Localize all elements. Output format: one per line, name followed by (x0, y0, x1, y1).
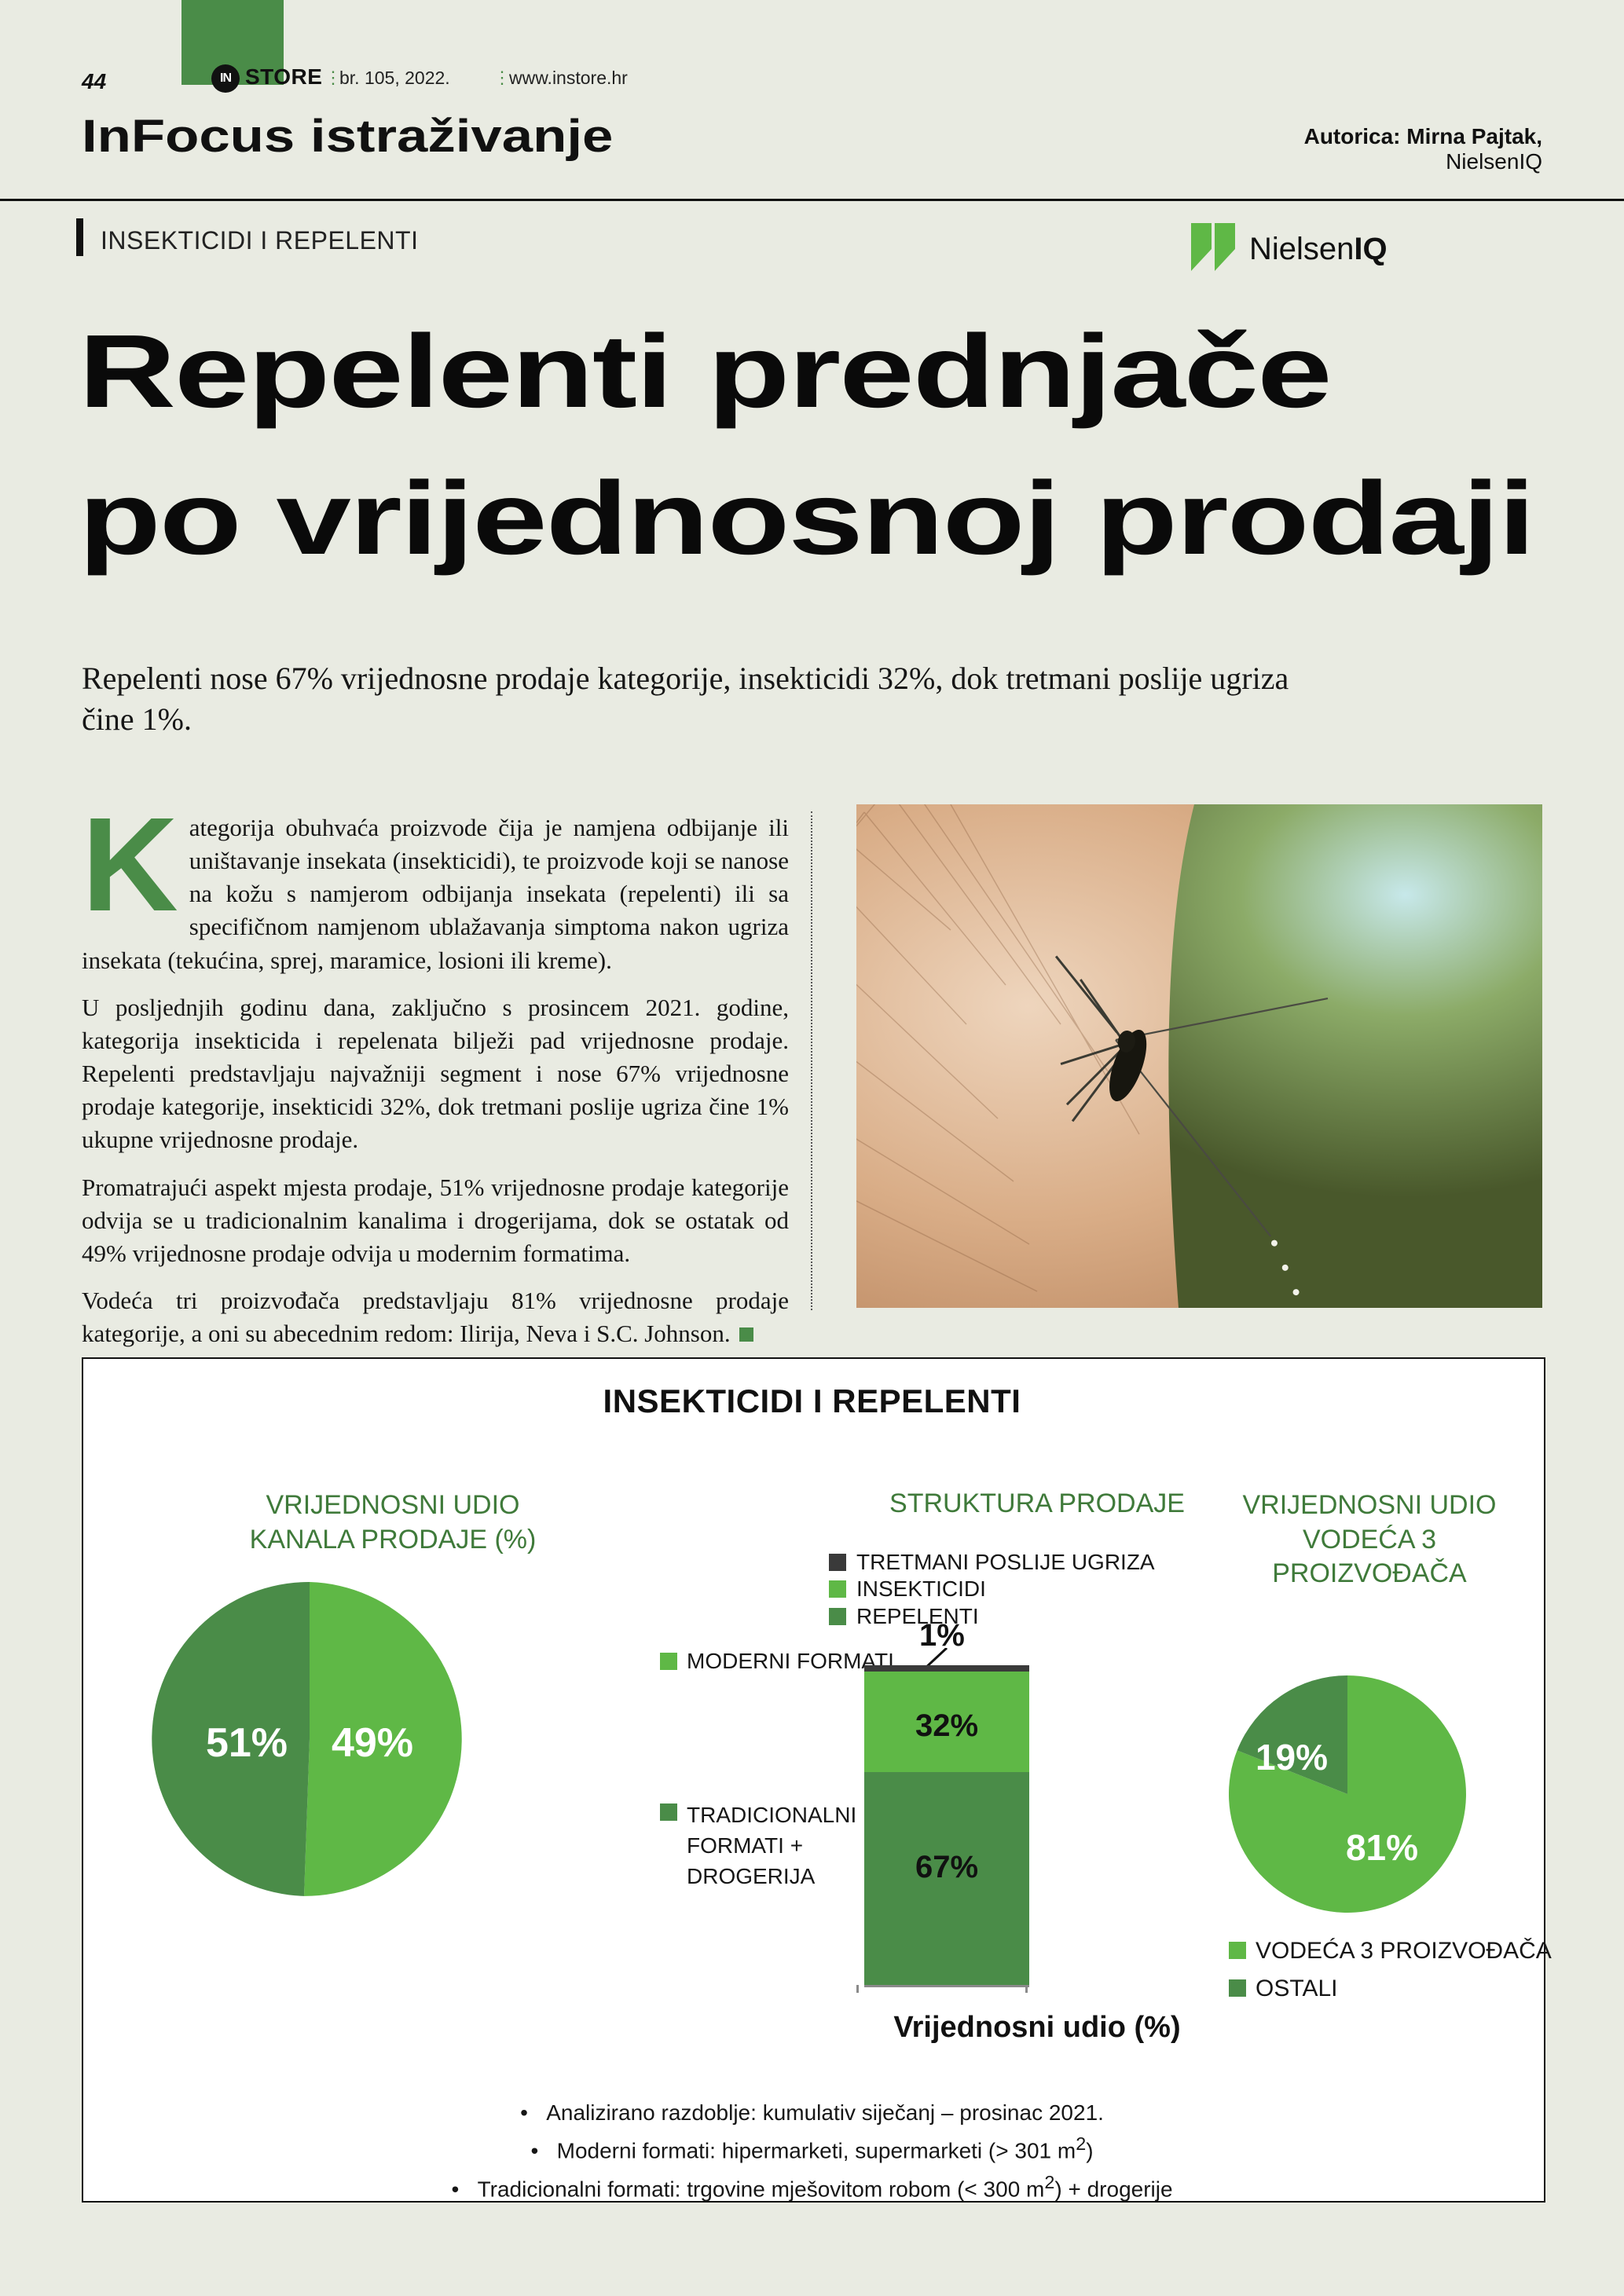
svg-text:81%: 81% (1346, 1827, 1418, 1868)
svg-text:19%: 19% (1256, 1737, 1328, 1778)
svg-text:51%: 51% (206, 1720, 288, 1766)
svg-text:49%: 49% (332, 1720, 413, 1766)
